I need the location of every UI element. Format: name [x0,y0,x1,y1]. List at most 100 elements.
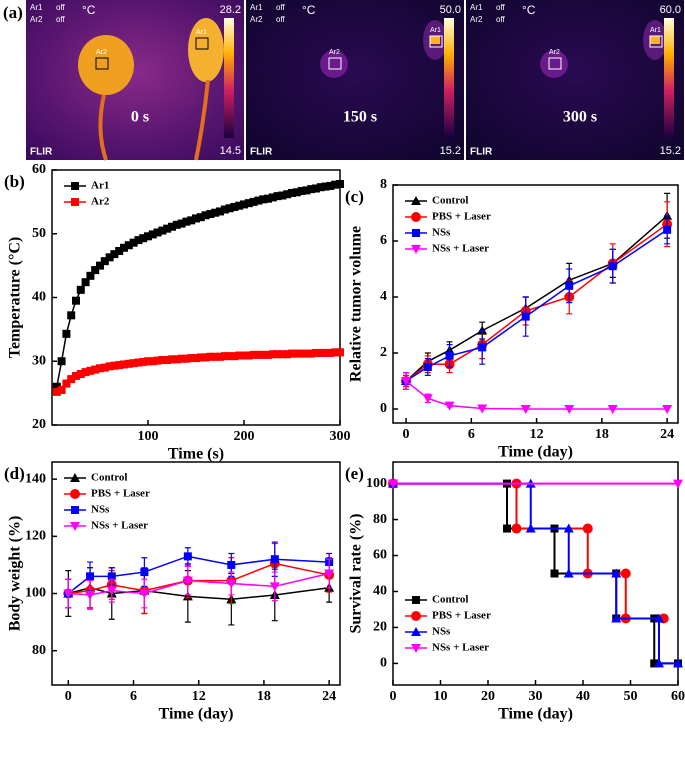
legend-marker [71,506,79,514]
marker [86,572,95,581]
marker [148,230,157,239]
marker [168,355,176,364]
marker [216,352,224,361]
marker [196,353,205,362]
thermal-image: Ar1 Ar2 Ar1 off Ar2 off °C 60.0 15.2 300 s FLIR [466,0,684,160]
marker [81,368,90,377]
marker [86,366,95,375]
marker [673,658,683,668]
marker [268,193,277,202]
marker [230,202,239,211]
panel-label: (a) [3,3,23,22]
time-label: 150 s [343,109,377,126]
scale-max: 60.0 [660,4,681,16]
marker [620,568,631,579]
hot-tail [98,94,108,161]
series-line [68,562,330,595]
legend-marker [411,627,421,636]
legend-marker [71,182,79,190]
ir-text: off [56,3,66,12]
chart: (e) 0 10 20 30 40 50 60 0 20 40 60 80 100 Time (day) Su… [345,461,685,723]
plot-frame [51,461,341,686]
chart: (d) 0 6 12 18 24 80 100 120 140 Time (day) Body wei… [4,461,341,723]
marker [244,351,253,360]
marker [115,361,124,370]
marker [120,243,128,252]
hot-tail [194,79,210,161]
chart: (b) 100 200 300 20 30 40 50 60 Time (s) Temperatur… [4,162,351,462]
roi-label: Ar2 [96,49,107,56]
legend-marker [411,611,421,621]
ir-unit: °C [82,3,96,17]
marker [312,348,320,357]
marker [401,377,412,386]
marker [110,361,119,370]
legend-marker [411,644,421,653]
ir-unit: °C [522,3,536,17]
marker [324,569,335,579]
marker [144,232,152,241]
scale-min: 14.5 [220,145,241,157]
x-tick-label: 200 [234,429,255,444]
series-line [393,482,664,620]
y-axis-title: Relative tumor volume [348,226,365,382]
marker [663,225,672,234]
ir-text: Ar1 [470,3,483,12]
plot-frame [51,169,341,426]
marker [177,354,186,363]
legend-label: NSs + Laser [432,243,489,255]
marker [72,371,80,380]
marker [227,560,236,569]
series-line [68,587,330,600]
marker [520,405,531,414]
warm-body [320,50,348,78]
x-tick-label: 18 [257,689,271,704]
y-axis-title: Temperature (°C) [7,237,24,358]
x-tick-label: 12 [530,427,544,442]
marker [564,405,575,414]
y-tick-label: 6 [380,233,387,248]
marker [129,359,138,368]
marker [105,253,114,262]
panel-label: (c) [345,187,364,206]
time-label: 300 s [563,109,597,126]
x-tick-label: 300 [330,429,351,444]
y-tick-label: 40 [32,290,46,305]
marker [264,350,272,359]
marker [254,196,263,205]
marker [187,354,196,363]
marker [183,552,192,561]
y-tick-label: 8 [380,177,387,192]
marker [110,250,119,259]
marker [312,184,320,193]
marker [220,352,229,361]
marker [211,352,220,361]
x-tick-label: 0 [403,427,410,442]
marker [673,479,683,489]
roi-label: Ar1 [430,27,441,34]
ir-text: Ar2 [470,15,483,24]
x-tick-label: 24 [660,427,674,442]
x-tick-label: 10 [434,689,448,704]
marker [139,234,148,243]
y-tick-label: 100 [366,476,387,491]
x-tick-label: 50 [624,689,638,704]
series-line [67,555,330,595]
ir-text: Ar2 [30,15,43,24]
marker [96,261,104,270]
series-line [405,380,668,410]
x-tick-label: 60 [671,689,685,704]
legend-marker [71,198,79,206]
color-scale [224,18,234,138]
legend-label: NSs + Laser [432,642,489,654]
panel-label: (e) [345,464,364,483]
marker [86,271,95,280]
marker [336,180,344,189]
marker [563,568,574,578]
marker [268,350,277,359]
series-line [393,482,678,665]
marker [292,188,301,197]
marker [662,405,673,414]
x-tick-label: 12 [192,689,206,704]
